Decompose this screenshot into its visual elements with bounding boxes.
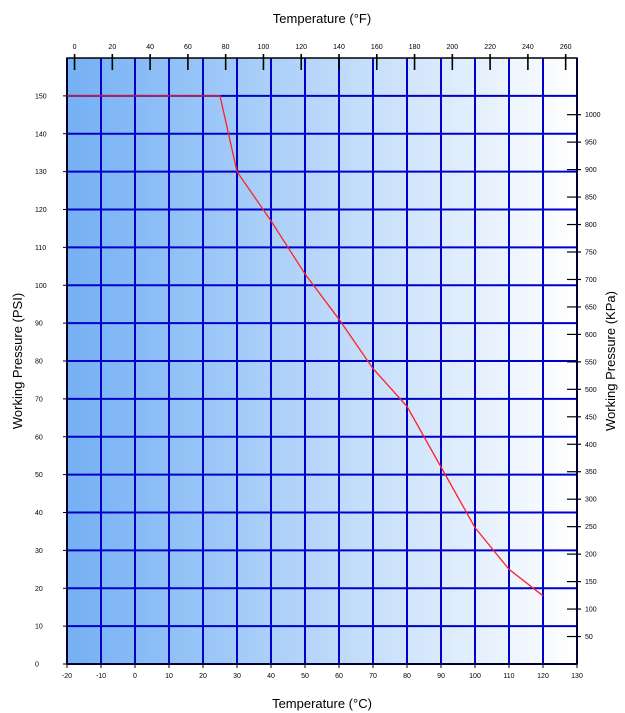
y-tick-label-kpa: 900: [585, 167, 597, 174]
y-tick-label-kpa: 1000: [585, 112, 601, 119]
y-tick-label-kpa: 400: [585, 442, 597, 449]
x-tick-labels-fahrenheit: 0 20 40 60 80 100 120 140 160 180 200 220 240 260: [73, 44, 572, 51]
y-tick-label-kpa: 500: [585, 387, 597, 394]
x-tick-label-fahrenheit: 140: [333, 44, 345, 51]
x-tick-label-celsius: 90: [437, 673, 445, 680]
y-tick-label-kpa: 250: [585, 524, 597, 531]
tick-marks: [63, 54, 581, 668]
y-tick-label-kpa: 650: [585, 304, 597, 311]
x-tick-label-celsius: 40: [267, 673, 275, 680]
y-tick-labels-kpa: 50 100 150 200 250 300 350 400 450 500 550 600 650 70…: [585, 112, 601, 641]
x-tick-label-fahrenheit: 200: [446, 44, 458, 51]
pressure-rating-line: [67, 95, 544, 597]
x-tick-label-fahrenheit: 100: [258, 44, 270, 51]
y-tick-labels-psi: 0 10 20 30 40 50 60 70 80 90 100 110 120 130 140 150: [35, 93, 47, 668]
y-tick-label-psi: 30: [35, 548, 43, 555]
y-tick-label-psi: 90: [35, 321, 43, 328]
y-tick-label-psi: 20: [35, 586, 43, 593]
y-tick-label-psi: 60: [35, 434, 43, 441]
x-tick-label-celsius: 30: [233, 673, 241, 680]
x-tick-label-celsius: 130: [571, 673, 583, 680]
x-tick-label-celsius: 70: [369, 673, 377, 680]
x-tick-label-fahrenheit: 240: [522, 44, 534, 51]
x-tick-label-celsius: 10: [165, 673, 173, 680]
y-tick-label-kpa: 150: [585, 579, 597, 586]
x-axis-title-celsius: Temperature (°C): [272, 696, 372, 711]
x-tick-label-fahrenheit: 260: [560, 44, 572, 51]
y-tick-label-kpa: 200: [585, 552, 597, 559]
y-tick-label-kpa: 300: [585, 497, 597, 504]
y-tick-label-kpa: 550: [585, 359, 597, 366]
y-tick-label-psi: 130: [35, 169, 47, 176]
y-tick-label-kpa: 100: [585, 607, 597, 614]
y-tick-label-kpa: 350: [585, 469, 597, 476]
x-tick-label-celsius: -20: [62, 673, 72, 680]
y-tick-label-kpa: 700: [585, 277, 597, 284]
x-axis-title-fahrenheit: Temperature (°F): [273, 11, 371, 26]
y-tick-label-psi: 120: [35, 207, 47, 214]
y-tick-label-psi: 70: [35, 396, 43, 403]
y-axis-title-kpa: Working Pressure (KPa): [603, 291, 618, 431]
y-axis-title-psi: Working Pressure (PSI): [10, 293, 25, 429]
horizontal-gridlines: [67, 94, 577, 665]
x-tick-label-celsius: 60: [335, 673, 343, 680]
x-tick-label-celsius: 50: [301, 673, 309, 680]
y-tick-label-kpa: 850: [585, 195, 597, 202]
y-tick-label-kpa: 950: [585, 140, 597, 147]
x-tick-label-fahrenheit: 220: [484, 44, 496, 51]
x-tick-label-fahrenheit: 40: [146, 44, 154, 51]
x-tick-label-fahrenheit: 160: [371, 44, 383, 51]
x-tick-labels-celsius: -20 -10 0 10 20 30 40 50 60 70 80 90 100 110 120 130: [62, 673, 583, 680]
x-tick-label-fahrenheit: 180: [409, 44, 421, 51]
y-tick-label-psi: 40: [35, 510, 43, 517]
x-tick-label-fahrenheit: 120: [295, 44, 307, 51]
x-tick-label-celsius: 0: [133, 673, 137, 680]
x-tick-label-celsius: 100: [469, 673, 481, 680]
y-tick-label-psi: 110: [35, 245, 46, 252]
plot-frame: [66, 57, 578, 665]
x-tick-label-celsius: 110: [503, 673, 514, 680]
x-tick-label-fahrenheit: 80: [222, 44, 230, 51]
y-tick-label-psi: 80: [35, 359, 43, 366]
y-tick-label-kpa: 450: [585, 414, 597, 421]
y-tick-label-kpa: 750: [585, 250, 597, 257]
y-tick-label-psi: 10: [35, 624, 43, 631]
x-tick-label-fahrenheit: 20: [108, 44, 116, 51]
y-tick-label-psi: 140: [35, 131, 47, 138]
x-tick-label-celsius: 80: [403, 673, 411, 680]
y-tick-label-kpa: 800: [585, 222, 597, 229]
y-tick-label-psi: 100: [35, 283, 47, 290]
x-tick-label-fahrenheit: 60: [184, 44, 192, 51]
x-tick-label-fahrenheit: 0: [73, 44, 77, 51]
x-tick-label-celsius: 120: [537, 673, 549, 680]
y-tick-label-psi: 0: [35, 662, 39, 669]
y-tick-label-kpa: 50: [585, 634, 593, 641]
x-tick-label-celsius: 20: [199, 673, 207, 680]
y-tick-label-psi: 150: [35, 93, 47, 100]
y-tick-label-kpa: 600: [585, 332, 597, 339]
y-tick-label-psi: 50: [35, 472, 43, 479]
x-tick-label-celsius: -10: [96, 673, 106, 680]
